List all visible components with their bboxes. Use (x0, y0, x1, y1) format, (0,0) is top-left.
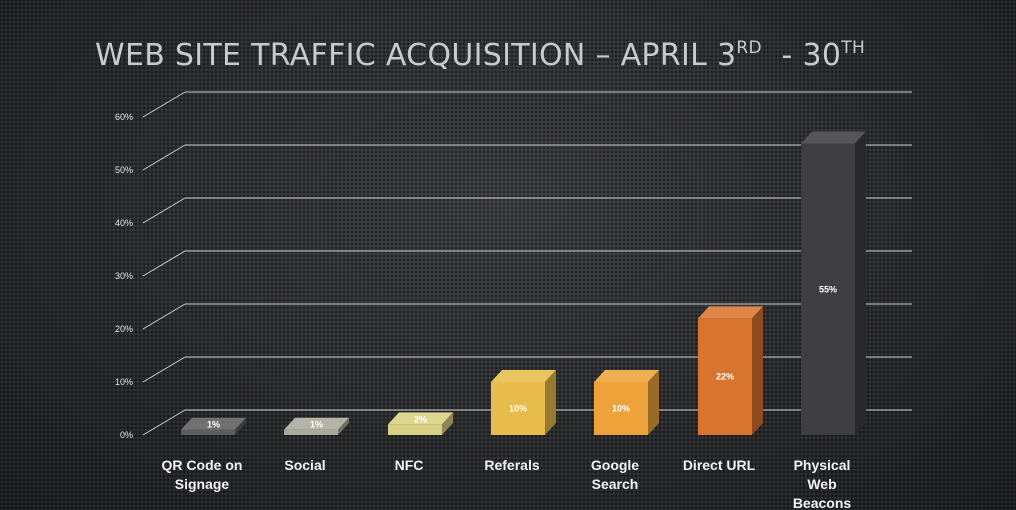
bar-front (491, 382, 545, 435)
category-label: Referals (484, 457, 539, 473)
bar-top (284, 417, 349, 430)
bar: 1% (181, 417, 246, 435)
bar-top (491, 370, 556, 382)
bar-front (801, 143, 855, 435)
data-label: 55% (819, 284, 837, 294)
y-tick-label: 40% (115, 218, 133, 228)
bar-front (388, 424, 442, 435)
data-label: 10% (509, 404, 527, 414)
bar-top (698, 306, 763, 319)
data-label: 2% (414, 414, 427, 424)
bar: 2% (388, 412, 453, 435)
x-axis-categories: QR Code on Signage Social NFC Referals Google… (162, 457, 852, 510)
bars: 1% 1% 2% 10% 10% 22% 55% (181, 131, 866, 435)
bar-top (801, 131, 866, 144)
category-label: Direct URL (683, 457, 756, 473)
title-superscript-th: TH (841, 38, 866, 58)
y-tick-label: 50% (115, 165, 133, 175)
gridline-diagonal (142, 250, 186, 277)
data-label: 22% (716, 372, 734, 382)
category-label: Social (284, 457, 325, 473)
title-middle: - 30 (761, 38, 842, 73)
y-axis-ticks: 0% 10% 20% 30% 40% 50% 60% (115, 112, 133, 440)
title-main: WEB SITE TRAFFIC ACQUISITION – APRIL 3 (95, 38, 737, 73)
category-label: Google Search (591, 457, 639, 492)
y-tick-label: 60% (115, 112, 133, 122)
bar-side (648, 370, 659, 435)
gridline-diagonal (142, 91, 186, 118)
gridline-diagonal (142, 144, 186, 171)
category-label: Physical Web Beacons (793, 457, 852, 510)
bar: 10% (594, 370, 659, 435)
gridline-diagonal (142, 197, 186, 224)
bar-side (442, 412, 453, 435)
bar-front (284, 429, 338, 435)
bar-side (338, 417, 349, 435)
y-tick-label: 20% (115, 324, 133, 334)
data-label: 10% (612, 404, 630, 414)
bar-top (388, 412, 453, 425)
bar-front (698, 318, 752, 435)
bar-side (752, 306, 763, 435)
gridline-diagonal (142, 356, 186, 383)
bar: 10% (491, 370, 556, 435)
chart-title: WEB SITE TRAFFIC ACQUISITION – APRIL 3RD… (95, 38, 865, 73)
category-label: NFC (395, 457, 424, 473)
category-label: QR Code on Signage (162, 457, 243, 492)
gridline-diagonal (142, 303, 186, 330)
data-label: 1% (207, 420, 220, 430)
bar-front (594, 382, 648, 435)
y-tick-label: 30% (115, 271, 133, 281)
bar-side (545, 370, 556, 435)
gridline-diagonal (142, 409, 186, 436)
y-tick-label: 10% (115, 377, 133, 387)
bar: 22% (698, 306, 763, 435)
y-tick-label: 0% (120, 430, 133, 440)
data-label: 1% (310, 420, 323, 430)
bar: 1% (284, 417, 349, 435)
bar-top (594, 370, 659, 382)
bar-front (181, 429, 235, 435)
bar-top (181, 417, 246, 430)
title-superscript-rd: RD (736, 38, 762, 58)
bar-side (855, 131, 866, 435)
bar: 55% (801, 131, 866, 435)
bar-side (235, 417, 246, 435)
